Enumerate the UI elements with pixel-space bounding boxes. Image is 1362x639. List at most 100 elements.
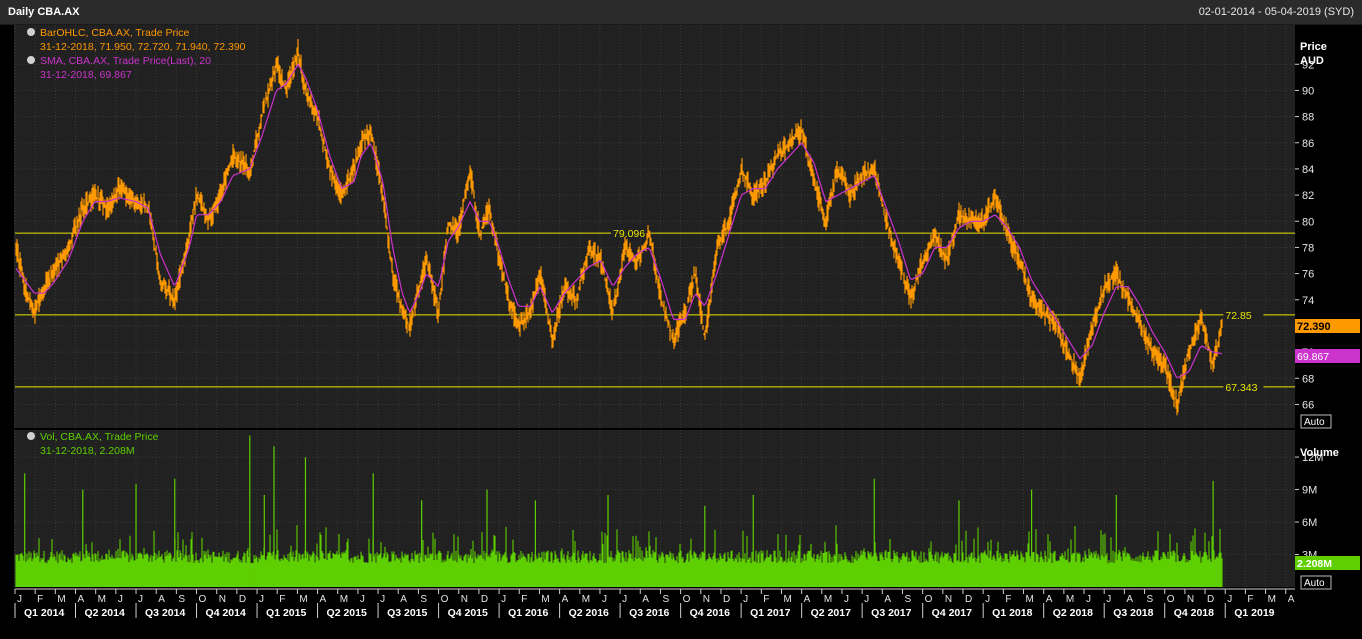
price-tick-label: 86 bbox=[1302, 138, 1314, 150]
month-label: J bbox=[602, 594, 607, 605]
month-label: F bbox=[1005, 594, 1011, 605]
month-label: F bbox=[763, 594, 769, 605]
chart-title: Daily CBA.AX bbox=[8, 6, 80, 18]
vol-legend-title: Vol, CBA.AX, Trade Price bbox=[40, 431, 159, 443]
quarter-label: Q4 2017 bbox=[932, 607, 972, 619]
month-label: A bbox=[158, 594, 165, 605]
month-label: M bbox=[824, 594, 832, 605]
month-label: J bbox=[17, 594, 22, 605]
month-label: M bbox=[98, 594, 106, 605]
ohlc-legend-title: BarOHLC, CBA.AX, Trade Price bbox=[40, 27, 190, 39]
sma-legend-title: SMA, CBA.AX, Trade Price(Last), 20 bbox=[40, 55, 211, 67]
ohlc-legend-icon[interactable] bbox=[27, 28, 35, 36]
price-tick-label: 84 bbox=[1302, 164, 1314, 176]
month-label: N bbox=[461, 594, 468, 605]
price-tick-label: 74 bbox=[1302, 295, 1314, 307]
month-label: S bbox=[420, 594, 427, 605]
month-label: J bbox=[1227, 594, 1232, 605]
price-tick-label: 88 bbox=[1302, 112, 1314, 124]
month-label: N bbox=[945, 594, 952, 605]
price-panel[interactable] bbox=[14, 25, 1295, 428]
month-label: D bbox=[1207, 594, 1214, 605]
price-tick-label: 80 bbox=[1302, 216, 1314, 228]
month-label: A bbox=[642, 594, 649, 605]
month-label: J bbox=[844, 594, 849, 605]
month-label: F bbox=[279, 594, 285, 605]
month-label: F bbox=[37, 594, 43, 605]
date-range: 02-01-2014 - 05-04-2019 (SYD) bbox=[1198, 6, 1354, 18]
quarter-label: Q2 2017 bbox=[811, 607, 851, 619]
month-label: O bbox=[441, 594, 449, 605]
sma-legend-icon[interactable] bbox=[27, 56, 35, 64]
volume-tick-label: 6M bbox=[1302, 517, 1317, 529]
month-label: M bbox=[582, 594, 590, 605]
price-tick-label: 92 bbox=[1302, 59, 1314, 71]
month-label: A bbox=[1046, 594, 1053, 605]
volume-tick-label: 12M bbox=[1302, 452, 1323, 464]
month-label: J bbox=[985, 594, 990, 605]
price-tick-label: 78 bbox=[1302, 242, 1314, 254]
quarter-label: Q1 2014 bbox=[24, 607, 64, 619]
month-label: J bbox=[622, 594, 627, 605]
month-label: A bbox=[78, 594, 85, 605]
sma-line bbox=[15, 63, 1223, 379]
month-label: S bbox=[662, 594, 669, 605]
month-label: J bbox=[259, 594, 264, 605]
volume-axis-title: Volume bbox=[1300, 447, 1339, 459]
month-label: A bbox=[804, 594, 811, 605]
month-label: M bbox=[340, 594, 348, 605]
month-label: S bbox=[1147, 594, 1154, 605]
vol-legend-icon[interactable] bbox=[27, 432, 35, 440]
ohlc-legend-values: 31-12-2018, 71.950, 72.720, 71.940, 72.3… bbox=[40, 41, 246, 53]
volume-tick-label: 9M bbox=[1302, 485, 1317, 497]
month-label: N bbox=[703, 594, 710, 605]
horizontal-lines: 79.096 72.85 67.343 bbox=[15, 226, 1295, 394]
horizontal-line-label: 79.096 bbox=[613, 228, 645, 240]
month-label: J bbox=[1106, 594, 1111, 605]
quarter-label: Q4 2015 bbox=[448, 607, 488, 619]
quarter-label: Q3 2014 bbox=[145, 607, 185, 619]
month-label: N bbox=[1187, 594, 1194, 605]
month-label: J bbox=[360, 594, 365, 605]
quarter-label: Q4 2018 bbox=[1174, 607, 1214, 619]
horizontal-line-label-bg bbox=[611, 226, 652, 239]
quarter-label: Q2 2018 bbox=[1053, 607, 1093, 619]
price-auto-label: Auto bbox=[1304, 417, 1325, 428]
month-label: A bbox=[1126, 594, 1133, 605]
month-label: D bbox=[965, 594, 972, 605]
quarter-label: Q4 2014 bbox=[206, 607, 246, 619]
last-price-tag-text: 72.390 bbox=[1297, 321, 1331, 333]
month-label: M bbox=[57, 594, 65, 605]
price-axis-title: Price bbox=[1300, 41, 1327, 53]
month-label: J bbox=[380, 594, 385, 605]
month-label: M bbox=[541, 594, 549, 605]
month-label: J bbox=[743, 594, 748, 605]
quarter-label: Q1 2015 bbox=[266, 607, 306, 619]
month-label: J bbox=[118, 594, 123, 605]
month-label: J bbox=[1086, 594, 1091, 605]
volume-bars bbox=[15, 435, 1223, 587]
month-label: M bbox=[299, 594, 307, 605]
price-tick-label: 82 bbox=[1302, 190, 1314, 202]
month-label: A bbox=[320, 594, 327, 605]
volume-auto-label: Auto bbox=[1304, 578, 1325, 589]
volume-auto-button[interactable]: Auto bbox=[1300, 575, 1332, 590]
quarter-label: Q2 2014 bbox=[85, 607, 125, 619]
month-label: J bbox=[501, 594, 506, 605]
month-label: F bbox=[1247, 594, 1253, 605]
quarter-label: Q2 2016 bbox=[569, 607, 609, 619]
price-series bbox=[15, 39, 1223, 416]
vol-legend-values: 31-12-2018, 2.208M bbox=[40, 445, 135, 457]
month-label: M bbox=[1026, 594, 1034, 605]
volume-tag-text: 2.208M bbox=[1297, 558, 1332, 570]
month-label: M bbox=[1268, 594, 1276, 605]
price-tick-label: 90 bbox=[1302, 85, 1314, 97]
price-tick-label: 66 bbox=[1302, 399, 1314, 411]
month-label: S bbox=[178, 594, 185, 605]
price-auto-button[interactable]: Auto bbox=[1300, 414, 1332, 429]
quarter-label: Q4 2016 bbox=[690, 607, 730, 619]
month-label: J bbox=[864, 594, 869, 605]
